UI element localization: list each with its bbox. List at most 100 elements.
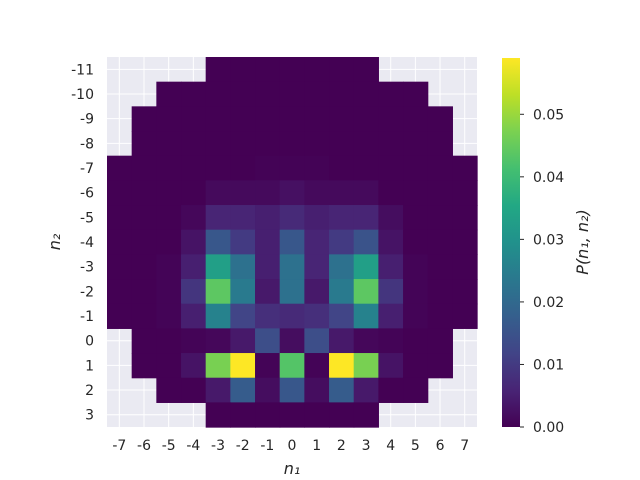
heatmap-cell	[205, 180, 231, 206]
y-tick-label: 2	[85, 383, 94, 399]
heatmap-cell	[131, 131, 157, 157]
x-tick-label: 1	[312, 438, 321, 454]
y-tick-label: 3	[85, 408, 94, 424]
heatmap-cell	[329, 279, 355, 305]
heatmap-cell	[329, 57, 355, 83]
heatmap-cell	[304, 229, 330, 255]
heatmap-cell	[427, 131, 453, 157]
heatmap-cell	[304, 402, 330, 428]
y-tick-label: -11	[71, 62, 94, 78]
heatmap-cell	[329, 229, 355, 255]
y-tick-label: -10	[71, 87, 94, 103]
heatmap-cell	[279, 303, 305, 329]
heatmap-cell	[353, 377, 379, 403]
x-tick-label: -4	[186, 438, 200, 454]
heatmap-cell	[131, 180, 157, 206]
heatmap-cell	[156, 353, 182, 379]
heatmap-cell	[353, 57, 379, 83]
heatmap-cell	[107, 279, 133, 305]
heatmap-cell	[353, 328, 379, 354]
heatmap-cell	[255, 254, 281, 280]
heatmap-cell	[205, 402, 231, 428]
heatmap-cell	[181, 353, 207, 379]
colorbar-ticks: 0.00 0.01 0.02 0.03 0.04 0.05	[520, 107, 564, 436]
heatmap-cell	[403, 205, 429, 231]
heatmap-cell	[131, 303, 157, 329]
heatmap-cell	[255, 81, 281, 107]
y-tick-label: -9	[80, 112, 94, 128]
heatmap-cell	[329, 205, 355, 231]
heatmap-cell	[427, 180, 453, 206]
heatmap-cell	[205, 328, 231, 354]
heatmap-cell	[131, 155, 157, 181]
heatmap-cell	[107, 254, 133, 280]
x-tick-label: -6	[137, 438, 151, 454]
heatmap-cell	[156, 131, 182, 157]
heatmap-cell	[452, 229, 478, 255]
heatmap-cell	[156, 106, 182, 132]
heatmap-cell	[205, 303, 231, 329]
heatmap-cell	[279, 57, 305, 83]
heatmap-cell	[378, 131, 404, 157]
heatmap-cell	[230, 328, 256, 354]
heatmap-cell	[427, 328, 453, 354]
heatmap-cell	[230, 303, 256, 329]
heatmap-cell	[452, 155, 478, 181]
heatmap-cell	[378, 81, 404, 107]
heatmap-cell	[452, 303, 478, 329]
heatmap-cell	[378, 106, 404, 132]
heatmap-cell	[230, 353, 256, 379]
heatmap-cell	[403, 81, 429, 107]
heatmap-cell	[279, 205, 305, 231]
heatmap-cell	[378, 303, 404, 329]
heatmap-cell	[329, 81, 355, 107]
y-axis-label: n₂	[45, 233, 64, 250]
x-tick-label: 6	[436, 438, 445, 454]
heatmap-cell	[230, 81, 256, 107]
heatmap-cell	[329, 303, 355, 329]
heatmap-cell	[230, 229, 256, 255]
heatmap-cell	[378, 328, 404, 354]
heatmap-cell	[255, 402, 281, 428]
heatmap-cell	[279, 131, 305, 157]
heatmap-cell	[378, 353, 404, 379]
heatmap-cell	[156, 155, 182, 181]
x-tick-label: -5	[162, 438, 176, 454]
heatmap-cell	[230, 155, 256, 181]
heatmap-cell	[403, 279, 429, 305]
heatmap-cell	[279, 254, 305, 280]
heatmap-cell	[452, 279, 478, 305]
heatmap-cell	[156, 303, 182, 329]
heatmap-cell	[205, 353, 231, 379]
heatmap-cell	[427, 353, 453, 379]
heatmap-cell	[378, 254, 404, 280]
heatmap-cell	[304, 180, 330, 206]
heatmap-cell	[329, 180, 355, 206]
heatmap-cell	[181, 155, 207, 181]
heatmap-cell	[205, 279, 231, 305]
y-tick-label: -6	[80, 186, 94, 202]
heatmap-cell	[304, 377, 330, 403]
y-tick-label: 0	[85, 334, 94, 350]
heatmap-cell	[452, 254, 478, 280]
x-tick-labels: -7 -6 -5 -4 -3 -2 -1 0 1 2 3 4 5 6 7	[112, 438, 469, 454]
heatmap-cells	[107, 57, 478, 428]
colorbar: 0.00 0.01 0.02 0.03 0.04 0.05 P(n₁, n₂)	[502, 58, 592, 436]
heatmap-cell	[304, 131, 330, 157]
y-tick-label: -5	[80, 210, 94, 226]
heatmap-cell	[255, 131, 281, 157]
heatmap-cell	[230, 57, 256, 83]
heatmap-cell	[279, 106, 305, 132]
heatmap-cell	[156, 254, 182, 280]
heatmap-cell	[131, 254, 157, 280]
colorbar-tick-label: 0.03	[533, 232, 564, 248]
heatmap-cell	[329, 155, 355, 181]
heatmap-cell	[378, 205, 404, 231]
heatmap-cell	[156, 81, 182, 107]
heatmap-cell	[255, 106, 281, 132]
x-tick-label: 4	[386, 438, 395, 454]
heatmap-cell	[255, 57, 281, 83]
heatmap-cell	[181, 180, 207, 206]
heatmap-cell	[230, 377, 256, 403]
heatmap-cell	[255, 353, 281, 379]
